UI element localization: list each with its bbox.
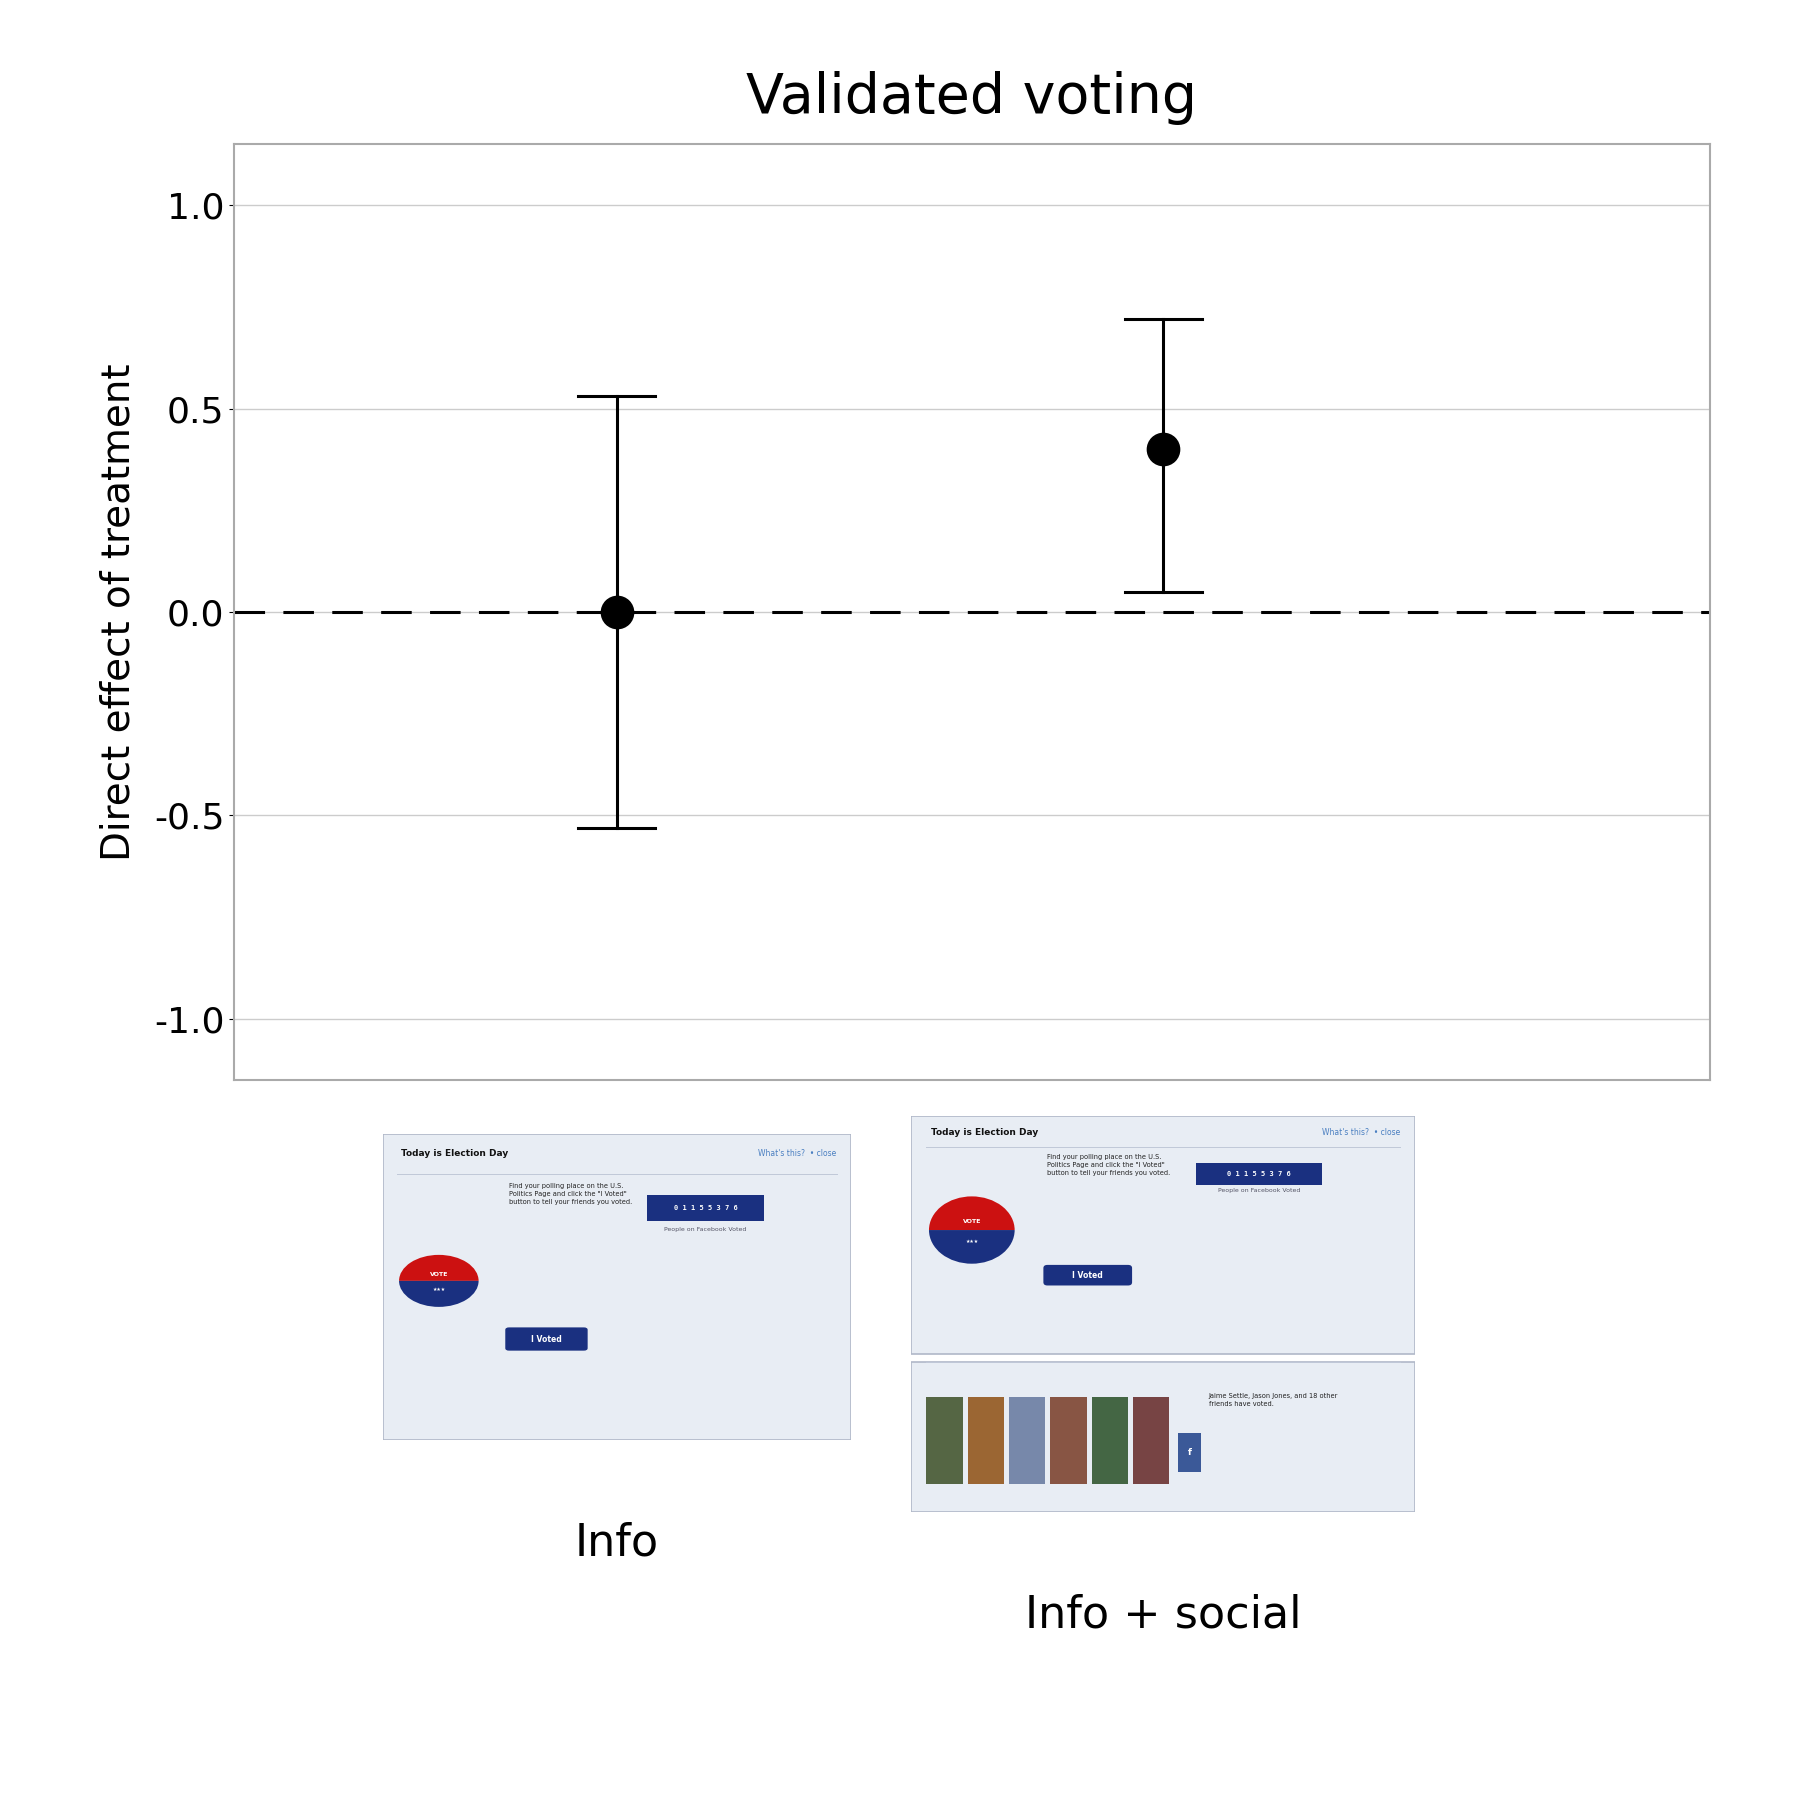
- Text: 0 1 1 5 5 3 7 6: 0 1 1 5 5 3 7 6: [673, 1206, 738, 1211]
- FancyBboxPatch shape: [506, 1327, 587, 1350]
- Text: f: f: [1188, 1447, 1192, 1458]
- Wedge shape: [400, 1282, 479, 1307]
- Bar: [1051, 1397, 1087, 1485]
- Bar: [911, 1361, 1415, 1512]
- Bar: [911, 1116, 1415, 1354]
- Bar: [968, 1397, 1004, 1485]
- Text: Find your polling place on the U.S.
Politics Page and click the "I Voted"
button: Find your polling place on the U.S. Poli…: [1048, 1154, 1170, 1175]
- Text: People on Facebook Voted: People on Facebook Voted: [1219, 1188, 1300, 1193]
- Y-axis label: Direct effect of treatment: Direct effect of treatment: [99, 364, 137, 860]
- Text: I Voted: I Voted: [531, 1334, 562, 1343]
- Text: ★★★: ★★★: [965, 1240, 979, 1244]
- Text: 0 1 1 5 5 3 7 6: 0 1 1 5 5 3 7 6: [1228, 1170, 1291, 1177]
- Text: I Voted: I Voted: [1073, 1271, 1103, 1280]
- Bar: [1010, 1397, 1046, 1485]
- Title: Validated voting: Validated voting: [747, 72, 1197, 126]
- Text: What's this?  • close: What's this? • close: [1321, 1129, 1400, 1138]
- FancyBboxPatch shape: [1195, 1163, 1321, 1184]
- Bar: [1179, 1433, 1201, 1472]
- Text: Info + social: Info + social: [1024, 1593, 1301, 1636]
- Wedge shape: [929, 1197, 1015, 1229]
- Point: [1148, 436, 1177, 464]
- Wedge shape: [400, 1255, 479, 1282]
- Text: Today is Election Day: Today is Election Day: [931, 1129, 1039, 1138]
- Text: VOTE: VOTE: [430, 1273, 448, 1276]
- Text: VOTE: VOTE: [963, 1219, 981, 1224]
- Text: Today is Election Day: Today is Election Day: [401, 1148, 509, 1159]
- Text: People on Facebook Voted: People on Facebook Voted: [664, 1228, 747, 1233]
- Text: ★★★: ★★★: [432, 1287, 445, 1292]
- FancyBboxPatch shape: [1044, 1265, 1132, 1285]
- Text: What's this?  • close: What's this? • close: [758, 1148, 837, 1159]
- FancyBboxPatch shape: [646, 1195, 763, 1220]
- Bar: [1132, 1397, 1170, 1485]
- Text: Find your polling place on the U.S.
Politics Page and click the "I Voted"
button: Find your polling place on the U.S. Poli…: [509, 1183, 632, 1204]
- Text: Jaime Settle, Jason Jones, and 18 other
friends have voted.: Jaime Settle, Jason Jones, and 18 other …: [1208, 1393, 1337, 1408]
- Text: Info: Info: [574, 1521, 659, 1564]
- Bar: [927, 1397, 963, 1485]
- Bar: [1093, 1397, 1129, 1485]
- Point: [603, 598, 632, 626]
- Wedge shape: [929, 1229, 1015, 1264]
